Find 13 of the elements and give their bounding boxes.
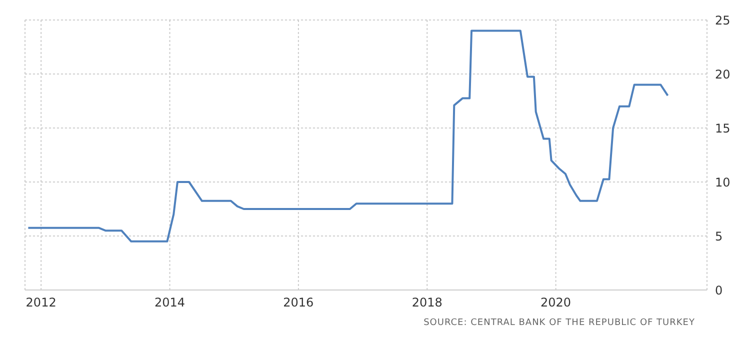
x-tick-label: 2014 bbox=[154, 296, 186, 310]
x-tick-label: 2016 bbox=[283, 296, 314, 310]
source-note: SOURCE: CENTRAL BANK OF THE REPUBLIC OF TURKEY bbox=[424, 318, 695, 328]
x-tick-label: 2018 bbox=[412, 296, 442, 310]
x-tick-label: 2012 bbox=[26, 296, 56, 310]
y-tick-label: 25 bbox=[715, 13, 730, 28]
y-tick-label: 5 bbox=[715, 229, 723, 244]
y-tick-label: 15 bbox=[715, 121, 730, 136]
y-tick-label: 20 bbox=[715, 67, 730, 82]
line-series bbox=[27, 30, 669, 242]
x-tick-label: 2020 bbox=[540, 296, 572, 310]
y-tick-label: 10 bbox=[715, 175, 730, 190]
y-tick-label: 0 bbox=[715, 283, 723, 298]
